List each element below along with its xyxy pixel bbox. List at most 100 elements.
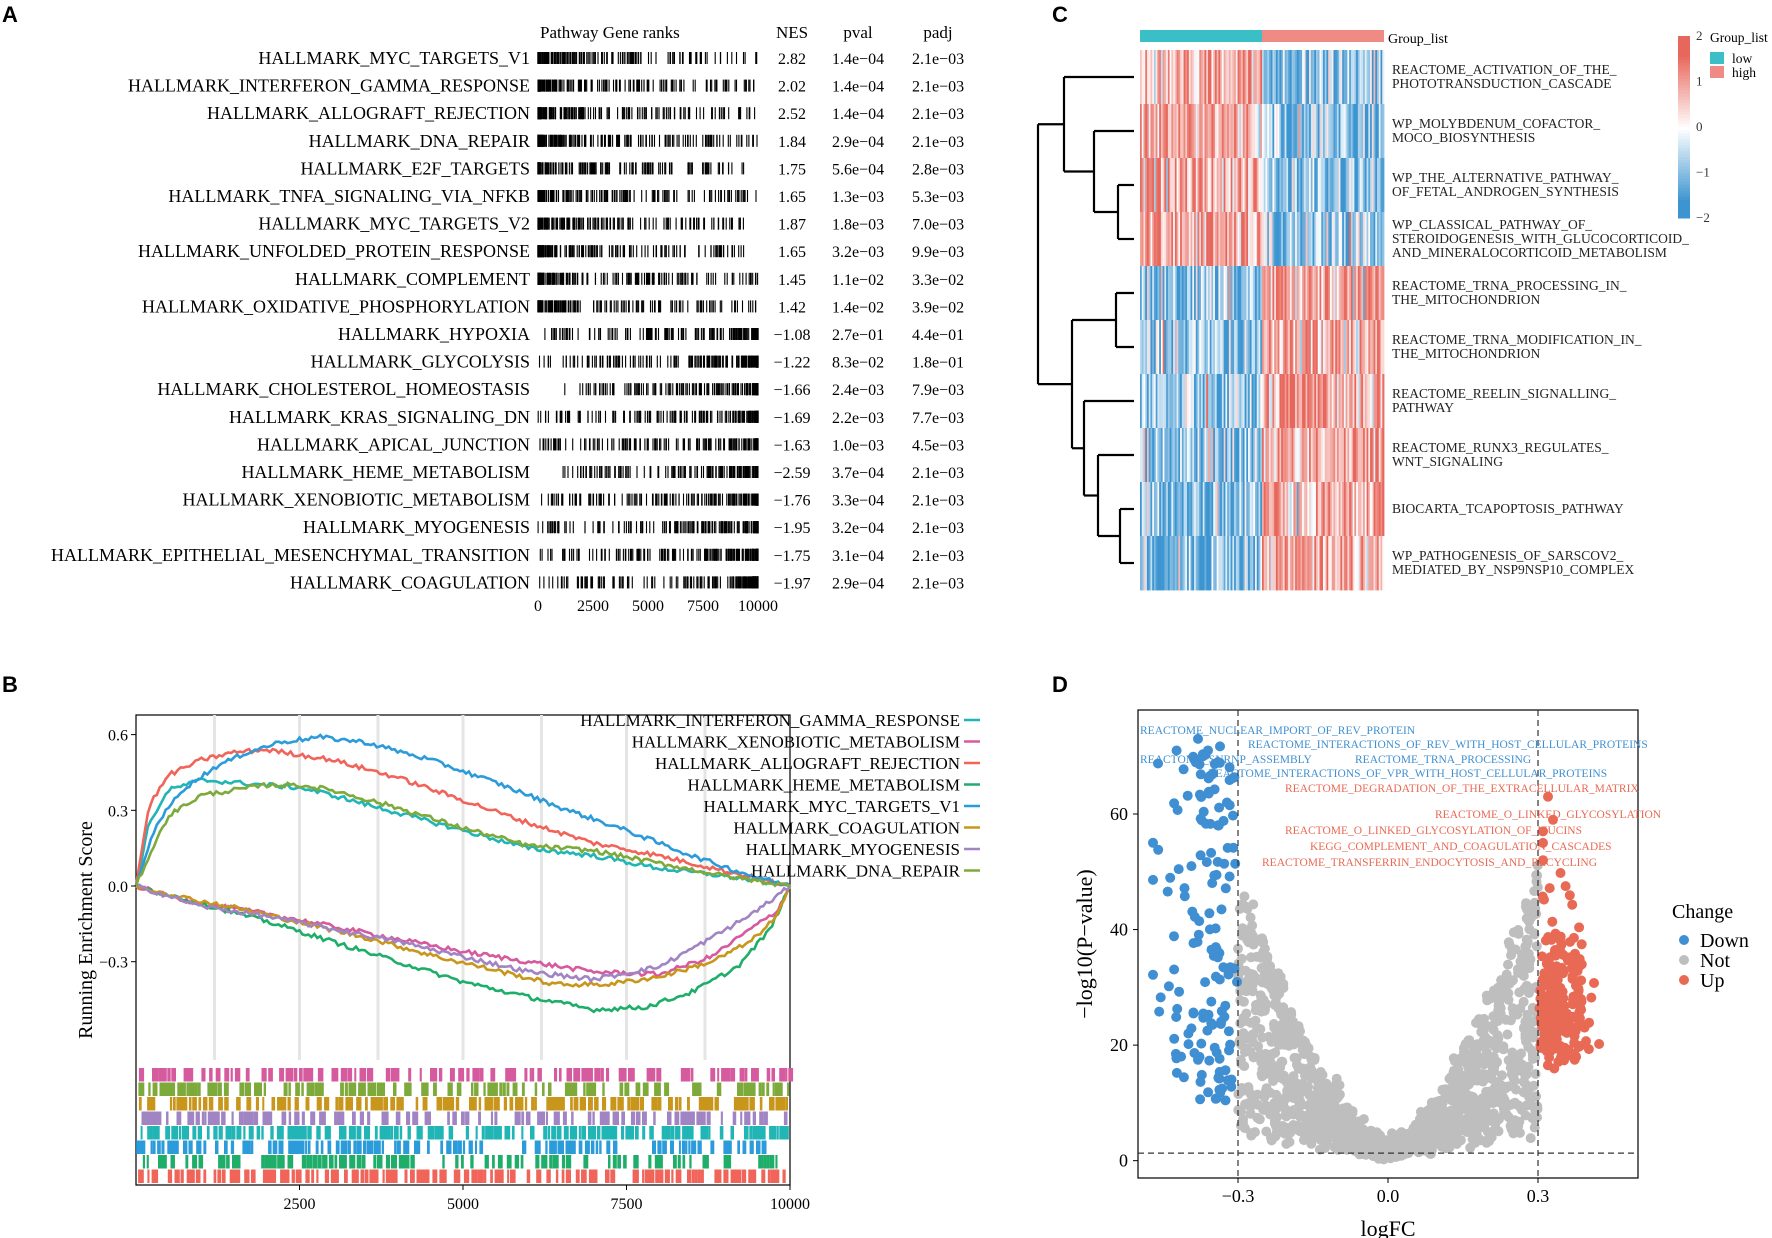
- heatmap-cell: [1242, 158, 1245, 213]
- heatmap-cell: [1197, 104, 1200, 159]
- rug-tick: [348, 1097, 353, 1111]
- heatmap-cell: [1153, 104, 1157, 159]
- heatmap-cell: [1291, 104, 1294, 159]
- rug-tick: [644, 1169, 650, 1183]
- rug-tick: [730, 1126, 734, 1140]
- rug-tick: [496, 1126, 500, 1140]
- pathway-name: HALLMARK_UNFOLDED_PROTEIN_RESPONSE: [138, 241, 530, 261]
- pathway-name: HALLMARK_GLYCOLYSIS: [311, 352, 530, 372]
- heatmap-cell: [1329, 104, 1333, 159]
- rug-tick: [244, 1169, 248, 1183]
- rug-tick: [138, 1082, 142, 1096]
- panel-label-c: C: [1052, 2, 1068, 27]
- nes-value: 1.45: [778, 272, 806, 289]
- heatmap-cell: [1354, 50, 1357, 105]
- rug-tick: [787, 1082, 790, 1096]
- heatmap-cell: [1244, 158, 1247, 213]
- rug-tick: [698, 1082, 701, 1096]
- rug-tick: [635, 1111, 641, 1125]
- rug-tick: [270, 1068, 273, 1082]
- heatmap-cell: [1328, 104, 1331, 159]
- rug-tick: [149, 1111, 153, 1125]
- rug-tick: [188, 1140, 193, 1154]
- heatmap-cell: [1227, 158, 1230, 213]
- rug-tick: [477, 1169, 480, 1183]
- rug-tick: [634, 1097, 638, 1111]
- rug-tick: [328, 1155, 334, 1169]
- table-row: HALLMARK_EPITHELIAL_MESENCHYMAL_TRANSITI…: [51, 545, 964, 565]
- rug-tick: [648, 1068, 652, 1082]
- rug-tick: [197, 1082, 201, 1096]
- rug-tick: [530, 1126, 535, 1140]
- rug-tick: [543, 1126, 548, 1140]
- heatmap-cell: [1235, 50, 1238, 105]
- rug-tick: [501, 1169, 504, 1183]
- rug-tick: [594, 1097, 597, 1111]
- rug-tick: [748, 1169, 752, 1183]
- heatmap-cell: [1305, 104, 1308, 159]
- rug-tick: [753, 1169, 757, 1183]
- rug-tick: [297, 1140, 301, 1154]
- heatmap-cell: [1206, 50, 1209, 105]
- gene-rank-ticks: [539, 576, 759, 589]
- rug-tick: [171, 1126, 176, 1140]
- rug-tick: [657, 1082, 661, 1096]
- rug-tick: [152, 1126, 158, 1140]
- rug-tick: [549, 1155, 553, 1169]
- heatmap-cell: [1309, 104, 1312, 159]
- rug-tick: [694, 1169, 698, 1183]
- rug-tick: [400, 1155, 404, 1169]
- rug-tick: [339, 1111, 345, 1125]
- rug-tick: [167, 1140, 172, 1154]
- rug-tick: [417, 1140, 421, 1154]
- nes-value: −1.22: [773, 355, 810, 372]
- rug-tick: [379, 1097, 383, 1111]
- heatmap-cell: [1328, 50, 1331, 105]
- rug-tick: [686, 1126, 691, 1140]
- rug-tick: [573, 1068, 578, 1082]
- rug-tick: [335, 1140, 339, 1154]
- heatmap-cell: [1188, 158, 1191, 213]
- heatmap-cell: [1312, 104, 1315, 159]
- rug-tick: [424, 1111, 429, 1125]
- rug-tick: [325, 1097, 328, 1111]
- heatmap-row: [1140, 104, 1385, 159]
- rug-row: [136, 1140, 767, 1154]
- rug-tick: [622, 1068, 627, 1082]
- rug-tick: [158, 1068, 162, 1082]
- rug-tick: [169, 1097, 173, 1111]
- rug-tick: [752, 1111, 756, 1125]
- rug-tick: [277, 1097, 280, 1111]
- heatmap-cell: [1166, 104, 1169, 159]
- heatmap-cell: [1227, 50, 1230, 105]
- rug-tick: [312, 1155, 317, 1169]
- heatmap-cell: [1150, 158, 1153, 213]
- rug-tick: [294, 1068, 298, 1082]
- rug-tick: [399, 1097, 404, 1111]
- heatmap-cell: [1171, 50, 1174, 105]
- rug-tick: [406, 1082, 412, 1096]
- rug-tick: [771, 1068, 775, 1082]
- heatmap-cell: [1167, 158, 1171, 213]
- heatmap-cell: [1331, 104, 1334, 159]
- rug-tick: [599, 1140, 602, 1154]
- heatmap-cell: [1352, 104, 1355, 159]
- heatmap-cell: [1258, 104, 1261, 159]
- table-row: HALLMARK_COAGULATION −1.97 2.9e−04 2.1e−03: [290, 572, 964, 592]
- rug-tick: [758, 1082, 762, 1096]
- pathway-name: HALLMARK_COMPLEMENT: [295, 269, 530, 289]
- rug-tick: [365, 1169, 368, 1183]
- rug-tick: [395, 1068, 400, 1082]
- rug-tick: [723, 1169, 728, 1183]
- heatmap-cell: [1370, 104, 1373, 159]
- heatmap-cell: [1228, 50, 1232, 105]
- rug-tick: [147, 1126, 152, 1140]
- heatmap-cell: [1187, 158, 1190, 213]
- rug-tick: [240, 1082, 245, 1096]
- heatmap-cell: [1178, 104, 1181, 159]
- enrichment-line: [134, 781, 791, 888]
- rug-tick: [726, 1155, 732, 1169]
- heatmap-cell: [1209, 158, 1212, 213]
- heatmap-cell: [1368, 104, 1371, 159]
- rug-tick: [755, 1126, 759, 1140]
